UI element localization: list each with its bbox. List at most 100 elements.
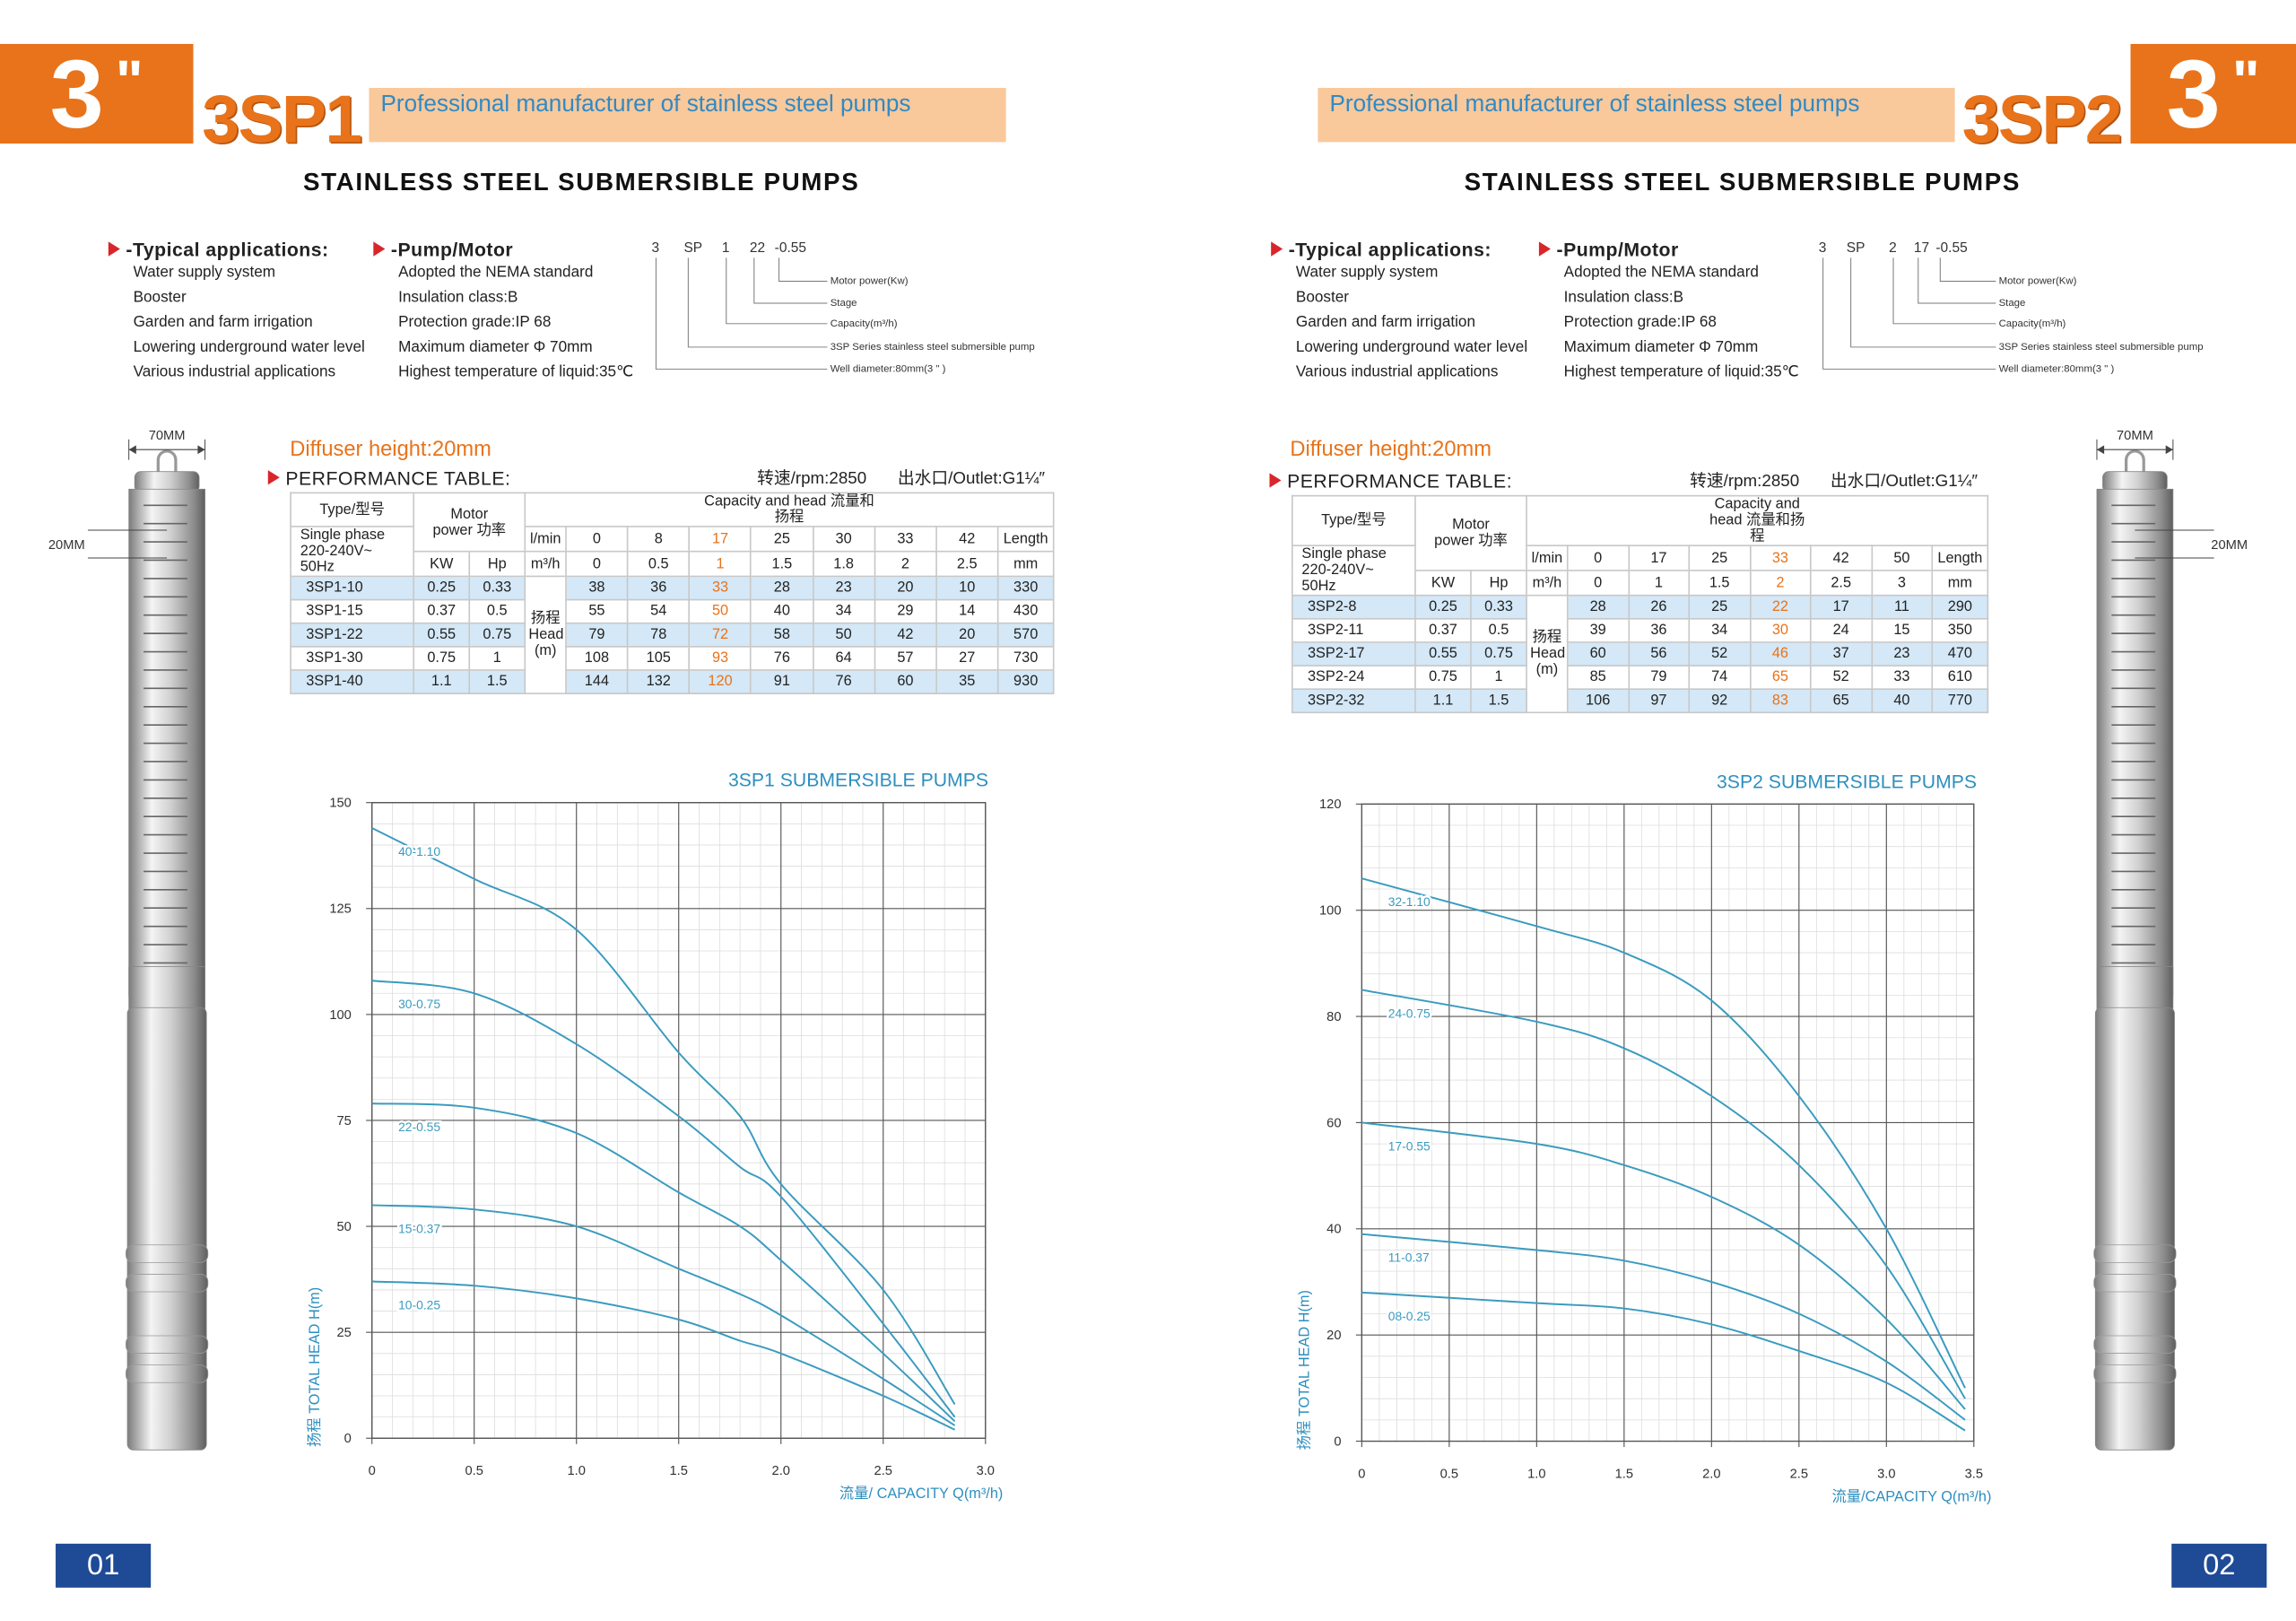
outlet: 出水口/Outlet:G1¼″ xyxy=(897,470,1046,488)
size-badge: 3 " xyxy=(2130,44,2296,144)
code-part: 2 xyxy=(1889,240,1897,256)
list-title-text: -Typical applications: xyxy=(1288,239,1492,261)
model-cell: 3SP2-32 xyxy=(1291,688,1416,714)
table-cell: 35 xyxy=(935,669,999,694)
marker xyxy=(1271,241,1283,257)
table-row: 3SP2-11 0.37 0.5 39 36 34 30 24 15 350 xyxy=(1291,617,1989,643)
pump-curve xyxy=(1361,1121,1966,1410)
rate-value: 1.5 xyxy=(1688,570,1751,597)
y-tick-label: 100 xyxy=(1319,904,1342,919)
pump-band xyxy=(2093,1335,2177,1354)
x-tick-label: 1.5 xyxy=(670,1464,688,1478)
list-item: Booster xyxy=(133,288,187,307)
flow-value: 0 xyxy=(565,526,629,553)
table-cell: 34 xyxy=(812,598,875,624)
length-label: Length xyxy=(1931,545,1989,571)
table-cell: 0.55 xyxy=(1414,641,1472,667)
chart-title: 3SP2 SUBMERSIBLE PUMPS xyxy=(1717,771,1977,792)
table: Type/型号 Motor power 功率 Capacity and head 流… xyxy=(290,492,1055,694)
x-tick-label: 2.5 xyxy=(1790,1467,1808,1481)
table-cell: 1.1 xyxy=(413,669,471,694)
list-item: Various industrial applications xyxy=(133,362,336,381)
y-tick-label: 80 xyxy=(1326,1010,1341,1024)
performance-table: Type/型号 Motor power 功率 Capacity and head 流… xyxy=(290,492,1055,694)
y-tick-label: 0 xyxy=(1334,1434,1341,1449)
table-cell: 430 xyxy=(996,598,1055,624)
capacity-label: Capacity and head 流量和扬程 xyxy=(1526,494,1989,546)
pump-curve xyxy=(371,827,956,1405)
code-legend: 3SP Series stainless steel submersible p… xyxy=(831,342,1035,353)
tagline: Professional manufacturer of stainless s… xyxy=(1318,87,1955,143)
pump-band xyxy=(125,1335,209,1354)
rate-value: 0 xyxy=(565,550,629,578)
x-axis-label: 流量/CAPACITY Q(m³/h) xyxy=(1831,1488,1991,1504)
table-row: 3SP1-10 0.25 0.33 扬程 Head (m) 38 36 33 28 23 20 10… xyxy=(290,575,1055,694)
applications: -Typical applications: Water supply syste… xyxy=(1271,239,1527,385)
flow-value: 8 xyxy=(627,526,691,553)
table-cell: 39 xyxy=(1566,617,1630,643)
pump-motor xyxy=(2094,1007,2175,1451)
pump-curve xyxy=(371,1204,956,1426)
table-cell: 23 xyxy=(812,575,875,601)
code-leader xyxy=(655,257,828,370)
model-cell: 3SP2-17 xyxy=(1291,641,1416,667)
list-item: Insulation class:B xyxy=(398,288,518,307)
table-cell: 28 xyxy=(750,575,814,601)
table-cell: 55 xyxy=(565,598,629,624)
pump-curve xyxy=(371,1102,956,1423)
table-row: 3SP2-8 0.25 0.33 扬程 Head (m) 28 26 25 22 17 11 290 xyxy=(1291,594,1989,714)
phase-label: Single phase 220-240V~ 50Hz xyxy=(1291,545,1416,597)
size-badge: 3 " xyxy=(0,44,194,144)
curve-label: 22-0.55 xyxy=(398,1120,440,1134)
tagline-text: Professional manufacturer of stainless s… xyxy=(1329,92,1860,118)
table-cell: 610 xyxy=(1931,665,1989,690)
list-item: Lowering underground water level xyxy=(133,338,365,356)
x-tick-label: 0 xyxy=(369,1464,376,1478)
table-cell: 60 xyxy=(874,669,937,694)
phase-label: Single phase 220-240V~ 50Hz xyxy=(290,526,415,578)
model-cell: 3SP1-22 xyxy=(290,622,415,648)
tagline: Professional manufacturer of stainless s… xyxy=(369,87,1006,143)
y-axis-label: 扬程 TOTAL HEAD H(m) xyxy=(307,1287,323,1447)
y-tick-label: 0 xyxy=(344,1432,352,1446)
rate-value: 1 xyxy=(1627,570,1691,597)
marker xyxy=(1538,241,1551,257)
table-cell: 50 xyxy=(688,598,752,624)
table-cell: 38 xyxy=(565,575,629,601)
table-cell: 350 xyxy=(1931,617,1989,643)
table-row: 3SP1-22 0.55 0.75 79 78 72 58 50 42 20 570 xyxy=(290,622,1055,648)
pump-motor xyxy=(126,1007,207,1451)
list-item: Booster xyxy=(1295,288,1349,307)
table-cell: 770 xyxy=(1931,688,1989,714)
table-cell: 120 xyxy=(688,669,752,694)
table-row: 3SP2-17 0.55 0.75 60 56 52 46 37 23 470 xyxy=(1291,641,1989,667)
code-leader xyxy=(753,257,828,304)
list-item: Adopted the NEMA standard xyxy=(1563,263,1759,282)
code-legend: Stage xyxy=(1999,298,2026,309)
table-cell: 930 xyxy=(996,669,1055,694)
table: Type/型号 Motor power 功率 Capacity and head 流… xyxy=(1291,494,1989,714)
table-row: 3SP2-32 1.1 1.5 106 97 92 83 65 40 770 xyxy=(1291,688,1989,714)
table-cell: 58 xyxy=(750,622,814,648)
pump-neck xyxy=(2096,966,2174,1011)
code-part: -0.55 xyxy=(775,240,806,256)
page-number: 01 xyxy=(56,1543,152,1588)
type-label: Type/型号 xyxy=(1291,494,1416,546)
pump-handle xyxy=(156,449,178,478)
y-tick-label: 20 xyxy=(1326,1329,1341,1343)
x-tick-label: 2.0 xyxy=(1702,1467,1720,1481)
model-cell: 3SP1-15 xyxy=(290,598,415,624)
code-part: SP xyxy=(1847,240,1866,256)
y-tick-label: 40 xyxy=(1326,1223,1341,1237)
rate-value: 1.5 xyxy=(750,550,814,578)
plot-frame xyxy=(1361,803,1975,1442)
heading: STAINLESS STEEL SUBMERSIBLE PUMPS xyxy=(302,168,860,196)
table-cell: 290 xyxy=(1931,594,1989,620)
list-title: -Typical applications: xyxy=(108,239,365,261)
table-cell: 40 xyxy=(1870,688,1934,714)
motor-power-label: Motor power 功率 xyxy=(1414,494,1527,571)
table-cell: 132 xyxy=(627,669,691,694)
table-cell: 72 xyxy=(688,622,752,648)
model-cell: 3SP2-8 xyxy=(1291,594,1416,620)
